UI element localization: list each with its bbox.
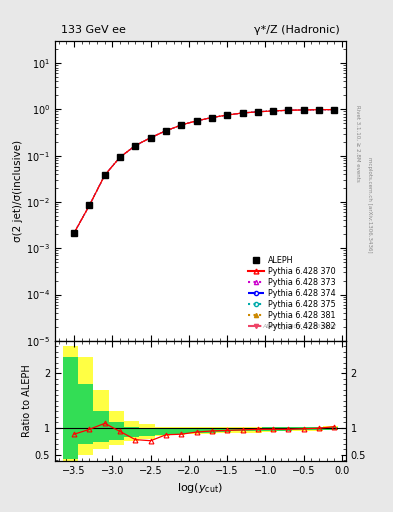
X-axis label: log($y_{\rm cut}$): log($y_{\rm cut}$) [178, 481, 223, 495]
Text: Rivet 3.1.10, ≥ 2.8M events: Rivet 3.1.10, ≥ 2.8M events [356, 105, 361, 182]
Text: 133 GeV ee: 133 GeV ee [61, 25, 126, 35]
Y-axis label: Ratio to ALEPH: Ratio to ALEPH [22, 365, 32, 437]
Text: ALEPH_2004_S5765862: ALEPH_2004_S5765862 [263, 323, 337, 329]
Text: mcplots.cern.ch [arXiv:1306.3436]: mcplots.cern.ch [arXiv:1306.3436] [367, 157, 373, 252]
Text: γ*/Z (Hadronic): γ*/Z (Hadronic) [254, 25, 340, 35]
Legend: ALEPH, Pythia 6.428 370, Pythia 6.428 373, Pythia 6.428 374, Pythia 6.428 375, P: ALEPH, Pythia 6.428 370, Pythia 6.428 37… [244, 252, 339, 334]
Y-axis label: σ(2 jet)/σ(inclusive): σ(2 jet)/σ(inclusive) [13, 140, 23, 242]
